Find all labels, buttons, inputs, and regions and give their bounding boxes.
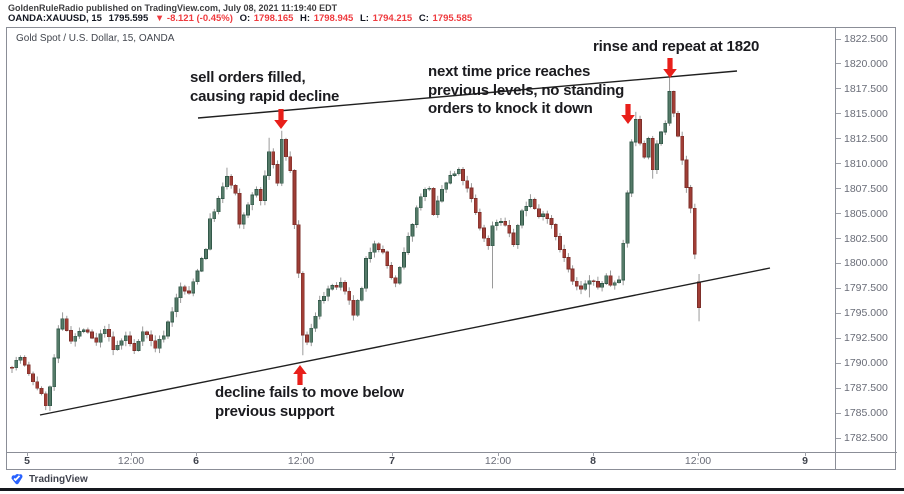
bottom-border: [0, 488, 904, 491]
tradingview-attribution[interactable]: TradingView: [10, 473, 88, 485]
support-trendline: [39, 267, 771, 416]
chart-annotation: decline fails to move below previous sup…: [215, 384, 404, 420]
high-value: 1798.945: [313, 13, 354, 24]
symbol-name: OANDA:XAUUSD, 15: [8, 13, 102, 24]
brand-name: TradingView: [29, 473, 88, 485]
low-label: L:: [359, 13, 369, 24]
chart-annotation: next time price reaches previous levels,…: [428, 63, 625, 117]
annotation-arrows: [274, 58, 677, 385]
candle-wicks: [11, 76, 700, 411]
symbol-status-line: OANDA:XAUUSD, 15 1795.595 ▼ -8.121 (-0.4…: [8, 13, 476, 24]
price-change: ▼ -8.121 (-0.45%): [154, 13, 233, 24]
resistance-trendline: [197, 70, 738, 119]
publisher-line: GoldenRuleRadio published on TradingView…: [8, 3, 338, 13]
chart-legend-title: Gold Spot / U.S. Dollar, 15, OANDA: [16, 33, 175, 44]
chart-annotation: rinse and repeat at 1820: [593, 38, 760, 55]
open-value: 1798.165: [253, 13, 294, 24]
red-down-arrow: [274, 109, 288, 129]
candle-bodies: [10, 91, 701, 407]
high-label: H:: [300, 13, 311, 24]
open-label: O:: [239, 13, 251, 24]
time-axis-separator: [6, 452, 897, 453]
low-value: 1794.215: [372, 13, 413, 24]
red-up-arrow: [293, 365, 307, 385]
red-down-arrow: [663, 58, 677, 78]
close-value: 1795.585: [432, 13, 473, 24]
chart-annotation: sell orders filled, causing rapid declin…: [190, 69, 340, 105]
price-axis-separator: [835, 27, 836, 470]
red-down-arrow: [621, 104, 635, 124]
chart-frame: [6, 27, 896, 470]
close-label: C:: [418, 13, 429, 24]
last-price: 1795.595: [108, 13, 149, 24]
tradingview-logo-icon: [11, 473, 23, 485]
